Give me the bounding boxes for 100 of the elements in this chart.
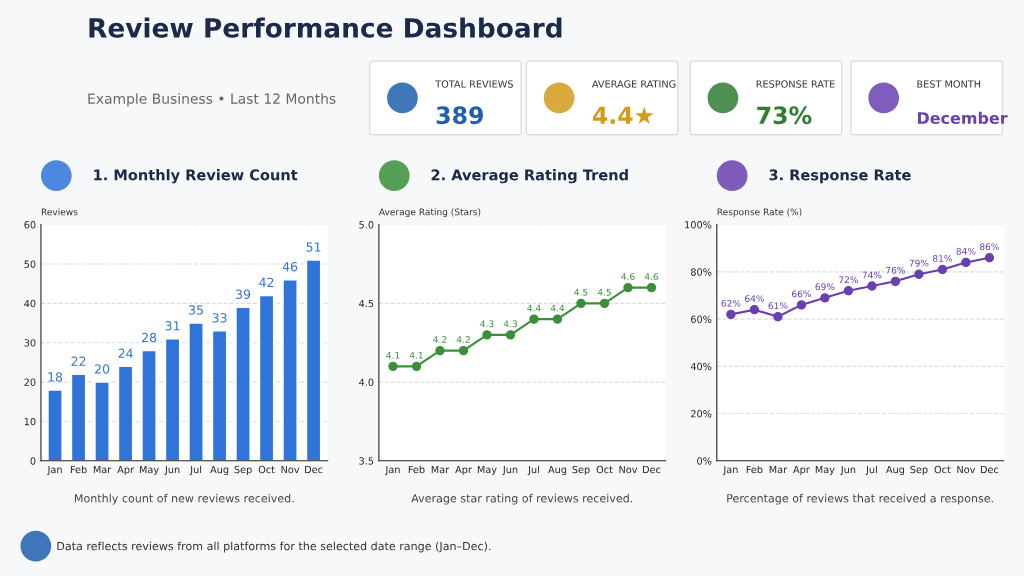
- x-tick-label: Oct: [596, 465, 613, 474]
- y-tick-label: 20: [24, 378, 36, 386]
- text: AVERAGE RATING: [591, 80, 676, 88]
- x-tick-label: Dec: [305, 465, 323, 474]
- text: 389: [436, 106, 483, 125]
- data-label: 4.3: [480, 320, 494, 328]
- x-tick-label: Oct: [258, 465, 275, 474]
- data-label: 81%: [933, 255, 952, 262]
- data-label: 64%: [745, 295, 764, 302]
- data-label: 84%: [956, 247, 976, 255]
- data-label: 39: [236, 289, 251, 299]
- text: Percentage of reviews that received a response.: [727, 493, 993, 505]
- x-tick-label: Apr: [117, 465, 134, 476]
- x-tick-label: May: [815, 465, 835, 476]
- x-tick-label: Jan: [722, 465, 738, 475]
- chart-title: 3. Response Rate: [769, 169, 911, 184]
- data-label: 4.6: [621, 273, 635, 280]
- x-tick-label: Sep: [234, 465, 252, 476]
- data-label: 20: [95, 364, 110, 374]
- point: [411, 361, 422, 372]
- data-label: 62%: [721, 299, 741, 307]
- chart-title: 2. Average Rating Trend: [431, 169, 628, 184]
- data-label: 33: [212, 313, 227, 323]
- data-label: 4.1: [409, 351, 423, 359]
- y-tick-label: 50: [24, 260, 36, 268]
- y-tick-label: 60: [24, 221, 36, 229]
- y-tick-label: 4.0: [359, 378, 374, 386]
- x-tick-label: Jul: [189, 465, 202, 475]
- data-label: 76%: [886, 266, 905, 274]
- point: [796, 300, 807, 310]
- data-label: 35: [189, 305, 203, 315]
- data-label: 4.2: [456, 336, 470, 343]
- point: [937, 264, 948, 275]
- point: [961, 257, 971, 268]
- y-tick-label: 5.0: [359, 221, 374, 229]
- point: [984, 253, 995, 263]
- point: [726, 309, 736, 320]
- point: [552, 314, 563, 324]
- x-tick-label: Sep: [572, 465, 590, 476]
- point: [890, 276, 901, 286]
- y-tick-label: 30: [24, 339, 36, 347]
- point: [749, 304, 760, 315]
- data-label: 4.6: [644, 273, 659, 280]
- data-label: 79%: [909, 259, 929, 267]
- x-tick-label: Sep: [910, 465, 928, 476]
- data-label: 31: [165, 321, 180, 331]
- x-tick-label: Feb: [70, 465, 87, 474]
- point: [388, 361, 398, 372]
- x-tick-label: Mar: [769, 465, 788, 474]
- text: Average star rating of reviews received.: [411, 493, 633, 505]
- text: Data reflects reviews from all platforms for the selected date range (Jan–Dec).: [57, 541, 491, 553]
- point: [435, 345, 445, 356]
- data-label: 51: [306, 242, 321, 252]
- x-tick-label: Dec: [643, 465, 661, 474]
- y-axis-title: Average Rating (Stars): [378, 208, 481, 218]
- x-tick-label: Apr: [793, 465, 810, 476]
- x-tick-label: Apr: [455, 465, 472, 476]
- point: [773, 312, 783, 322]
- data-label: 28: [142, 332, 157, 343]
- x-tick-label: Aug: [886, 465, 905, 476]
- text: 73%: [757, 106, 812, 125]
- x-tick-label: Mar: [93, 465, 112, 474]
- text: TOTAL REVIEWS: [435, 80, 513, 88]
- y-tick-label: 20%: [691, 410, 712, 418]
- data-label: 4.5: [597, 289, 611, 296]
- x-tick-label: Jul: [865, 465, 877, 475]
- point: [599, 298, 610, 309]
- text: Monthly count of new reviews received.: [74, 493, 294, 505]
- x-tick-label: Jan: [47, 465, 62, 475]
- text: RESPONSE RATE: [756, 80, 835, 88]
- data-label: 4.3: [503, 320, 517, 328]
- point: [646, 282, 657, 293]
- data-label: 46: [282, 261, 298, 272]
- data-label: 4.5: [574, 289, 588, 296]
- y-tick-label: 100%: [685, 221, 712, 229]
- text: December: [917, 111, 1008, 125]
- data-label: 4.1: [386, 351, 400, 359]
- x-tick-label: May: [477, 465, 497, 476]
- x-tick-label: Jun: [164, 465, 180, 475]
- x-tick-label: Feb: [408, 465, 425, 474]
- chart-title: 1. Monthly Review Count: [94, 169, 298, 184]
- data-label: 42: [259, 277, 274, 287]
- data-label: 66%: [792, 290, 811, 298]
- x-tick-label: May: [139, 465, 159, 476]
- y-tick-label: 4.5: [359, 299, 374, 308]
- x-tick-label: Mar: [431, 465, 450, 474]
- data-label: 18: [48, 372, 63, 382]
- y-tick-label: 3.5: [359, 457, 374, 465]
- data-label: 86%: [980, 243, 999, 251]
- y-axis-title: Response Rate (%): [717, 208, 802, 218]
- point: [820, 293, 830, 303]
- text: 4.4★: [592, 106, 654, 124]
- data-label: 74%: [862, 271, 882, 279]
- point: [482, 330, 492, 340]
- x-tick-label: Nov: [957, 465, 976, 474]
- point: [505, 330, 516, 340]
- point: [576, 298, 586, 309]
- data-label: 24: [118, 348, 133, 358]
- y-tick-label: 40%: [690, 362, 712, 371]
- text: Example Business • Last 12 Months: [88, 93, 336, 107]
